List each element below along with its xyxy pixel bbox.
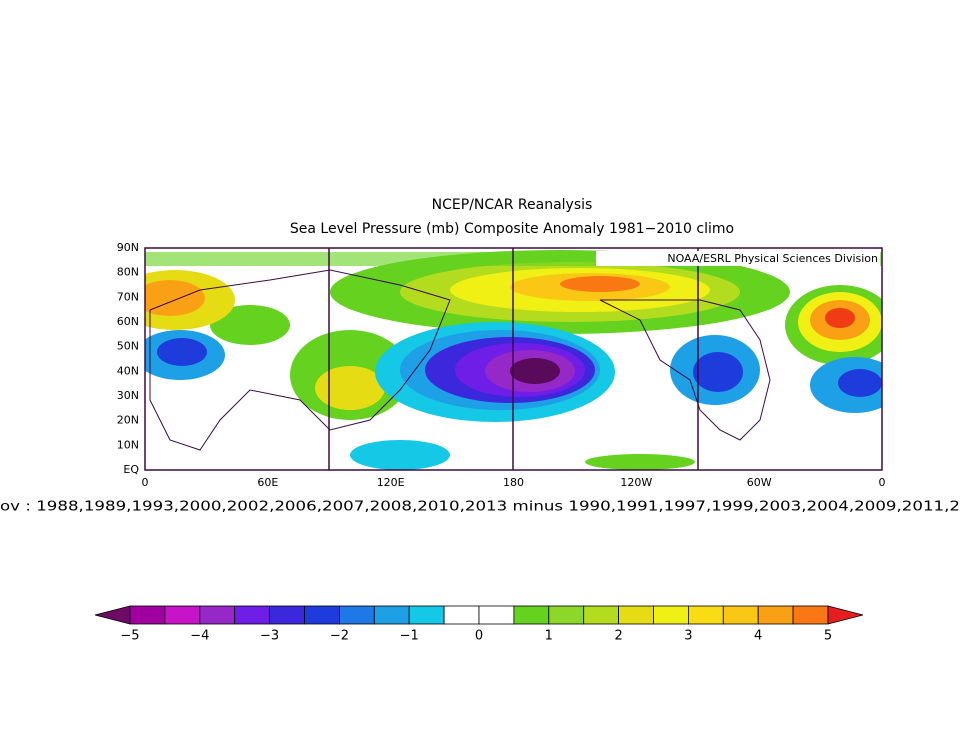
- colorbar-swatch: [792, 605, 829, 625]
- colorbar-label: −3: [260, 629, 279, 644]
- colorbar-label: 4: [754, 629, 762, 644]
- colorbar-label: 2: [614, 629, 622, 644]
- colorbar-swatch: [164, 605, 201, 625]
- lat-label: 60N: [117, 315, 139, 328]
- colorbar-label: −1: [400, 629, 419, 644]
- colorbar-swatch: [408, 605, 445, 625]
- colorbar-swatch: [513, 605, 550, 625]
- colorbar-swatch: [653, 605, 689, 625]
- colorbar-swatch: [583, 605, 620, 625]
- colorbar-label: −4: [190, 629, 209, 644]
- colorbar-label: 3: [684, 629, 692, 644]
- colorbar-label: −5: [120, 629, 139, 644]
- composite-caption: ov : 1988,1989,1993,2000,2002,2006,2007,…: [0, 500, 960, 515]
- lat-label: 40N: [117, 364, 139, 377]
- colorbar-swatch: [688, 605, 724, 625]
- colorbar-label: 0: [475, 629, 483, 644]
- anomaly-blob: [315, 366, 385, 410]
- colorbar-swatch: [234, 605, 270, 625]
- anomaly-blob: [350, 440, 450, 470]
- lon-label: 0: [879, 476, 886, 489]
- lon-label: 60W: [747, 476, 772, 489]
- colorbar-under: [94, 605, 131, 625]
- anomaly-blob: [825, 308, 855, 328]
- colorbar-swatch: [618, 605, 654, 625]
- lon-label: 0: [142, 476, 149, 489]
- coastline: [149, 269, 451, 451]
- colorbar-swatch: [304, 605, 340, 625]
- anomaly-field: [145, 248, 882, 470]
- colorbar-swatch: [129, 605, 166, 625]
- anomaly-blob: [210, 305, 290, 345]
- colorbar-label: 5: [824, 629, 832, 644]
- colorbar-swatch: [722, 605, 759, 625]
- lat-label: 70N: [117, 290, 139, 303]
- lat-label: 20N: [117, 414, 139, 427]
- colorbar-swatch: [478, 605, 515, 625]
- anomaly-blob: [585, 454, 695, 470]
- attribution-box: [596, 251, 880, 266]
- lat-label: 30N: [117, 389, 139, 402]
- title: NCEP/NCAR Reanalysis: [432, 197, 593, 213]
- colorbar-swatch: [199, 605, 236, 625]
- lon-label: 120E: [377, 476, 405, 489]
- anomaly-blob: [157, 338, 207, 366]
- colorbar-over: [827, 605, 864, 625]
- colorbar: −5 −4 −3 −2 −1 0 1 2 3 4 5: [94, 605, 864, 644]
- colorbar-swatch: [443, 605, 480, 625]
- colorbar-swatch: [269, 605, 305, 625]
- anomaly-blob: [510, 358, 560, 384]
- coastline: [599, 299, 771, 441]
- colorbar-label: −2: [330, 629, 349, 644]
- anomaly-blob: [838, 369, 882, 397]
- lon-label: 180: [503, 476, 524, 489]
- anomaly-blob: [560, 276, 640, 292]
- lat-label: 50N: [117, 340, 139, 353]
- lon-label: 60E: [257, 476, 278, 489]
- colorbar-swatch: [757, 605, 794, 625]
- lon-label: 120W: [620, 476, 652, 489]
- lat-label: 10N: [117, 438, 139, 451]
- lat-label: EQ: [123, 463, 139, 476]
- anomaly-blob: [693, 352, 743, 392]
- lat-label: 90N: [117, 241, 139, 254]
- subtitle: Sea Level Pressure (mb) Composite Anomal…: [290, 221, 734, 237]
- colorbar-swatch: [548, 605, 585, 625]
- colorbar-label: 1: [545, 629, 553, 644]
- lat-label: 80N: [117, 266, 139, 279]
- colorbar-swatch: [338, 605, 375, 625]
- attribution: NOAA/ESRL Physical Sciences Division: [667, 252, 878, 265]
- anomaly-blob: [145, 280, 205, 316]
- colorbar-swatch: [373, 605, 410, 625]
